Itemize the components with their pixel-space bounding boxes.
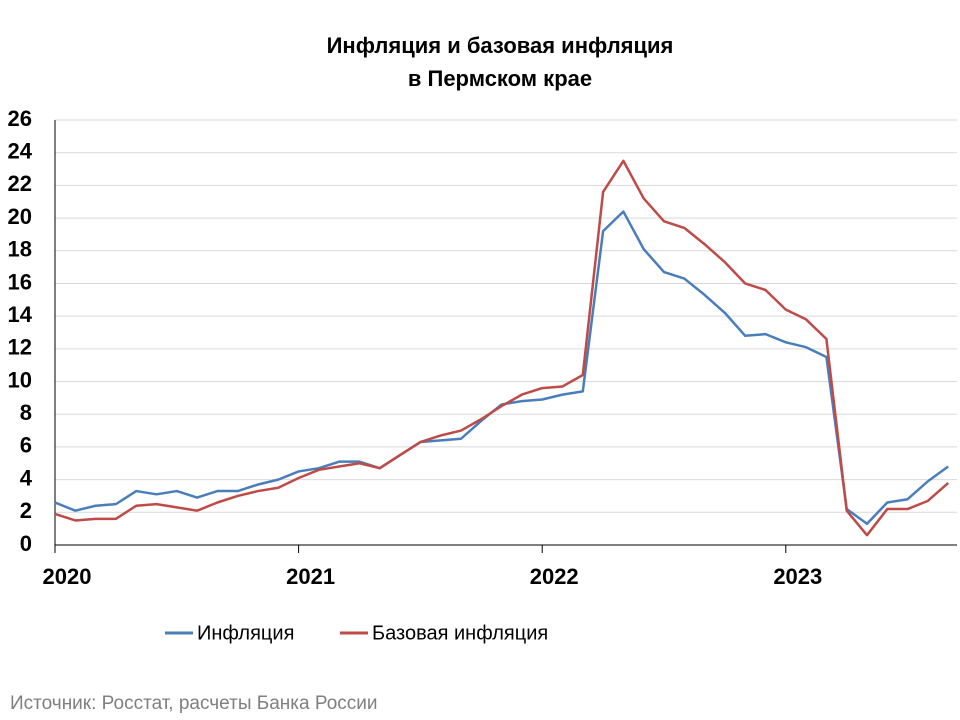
y-tick-label: 0 (20, 531, 32, 556)
x-tick-label: 2022 (530, 564, 579, 589)
y-tick-label: 22 (8, 171, 32, 196)
line-series (54, 159, 950, 537)
y-tick-label: 16 (8, 269, 32, 294)
chart-subtitle: в Пермском крае (408, 66, 592, 91)
y-tick-label: 4 (20, 465, 33, 490)
y-tick-label: 14 (8, 302, 33, 327)
y-tick-label: 12 (8, 335, 32, 360)
source-note: Источник: Росстат, расчеты Банка России (10, 693, 378, 714)
line-series (54, 210, 949, 525)
x-tick-label: 2023 (773, 564, 822, 589)
y-tick-label: 18 (8, 237, 32, 262)
x-tick-label: 2021 (286, 564, 335, 589)
y-tick-label: 26 (8, 106, 32, 131)
y-tick-label: 6 (20, 433, 32, 458)
y-tick-label: 24 (8, 139, 33, 164)
chart-title: Инфляция и базовая инфляция (327, 33, 674, 58)
x-tick-label: 2020 (43, 564, 92, 589)
legend-label: Инфляция (197, 622, 294, 644)
y-tick-label: 20 (8, 204, 32, 229)
legend-label: Базовая инфляция (372, 622, 548, 644)
y-tick-label: 2 (20, 498, 32, 523)
y-tick-label: 8 (20, 400, 32, 425)
y-tick-label: 10 (8, 367, 32, 392)
